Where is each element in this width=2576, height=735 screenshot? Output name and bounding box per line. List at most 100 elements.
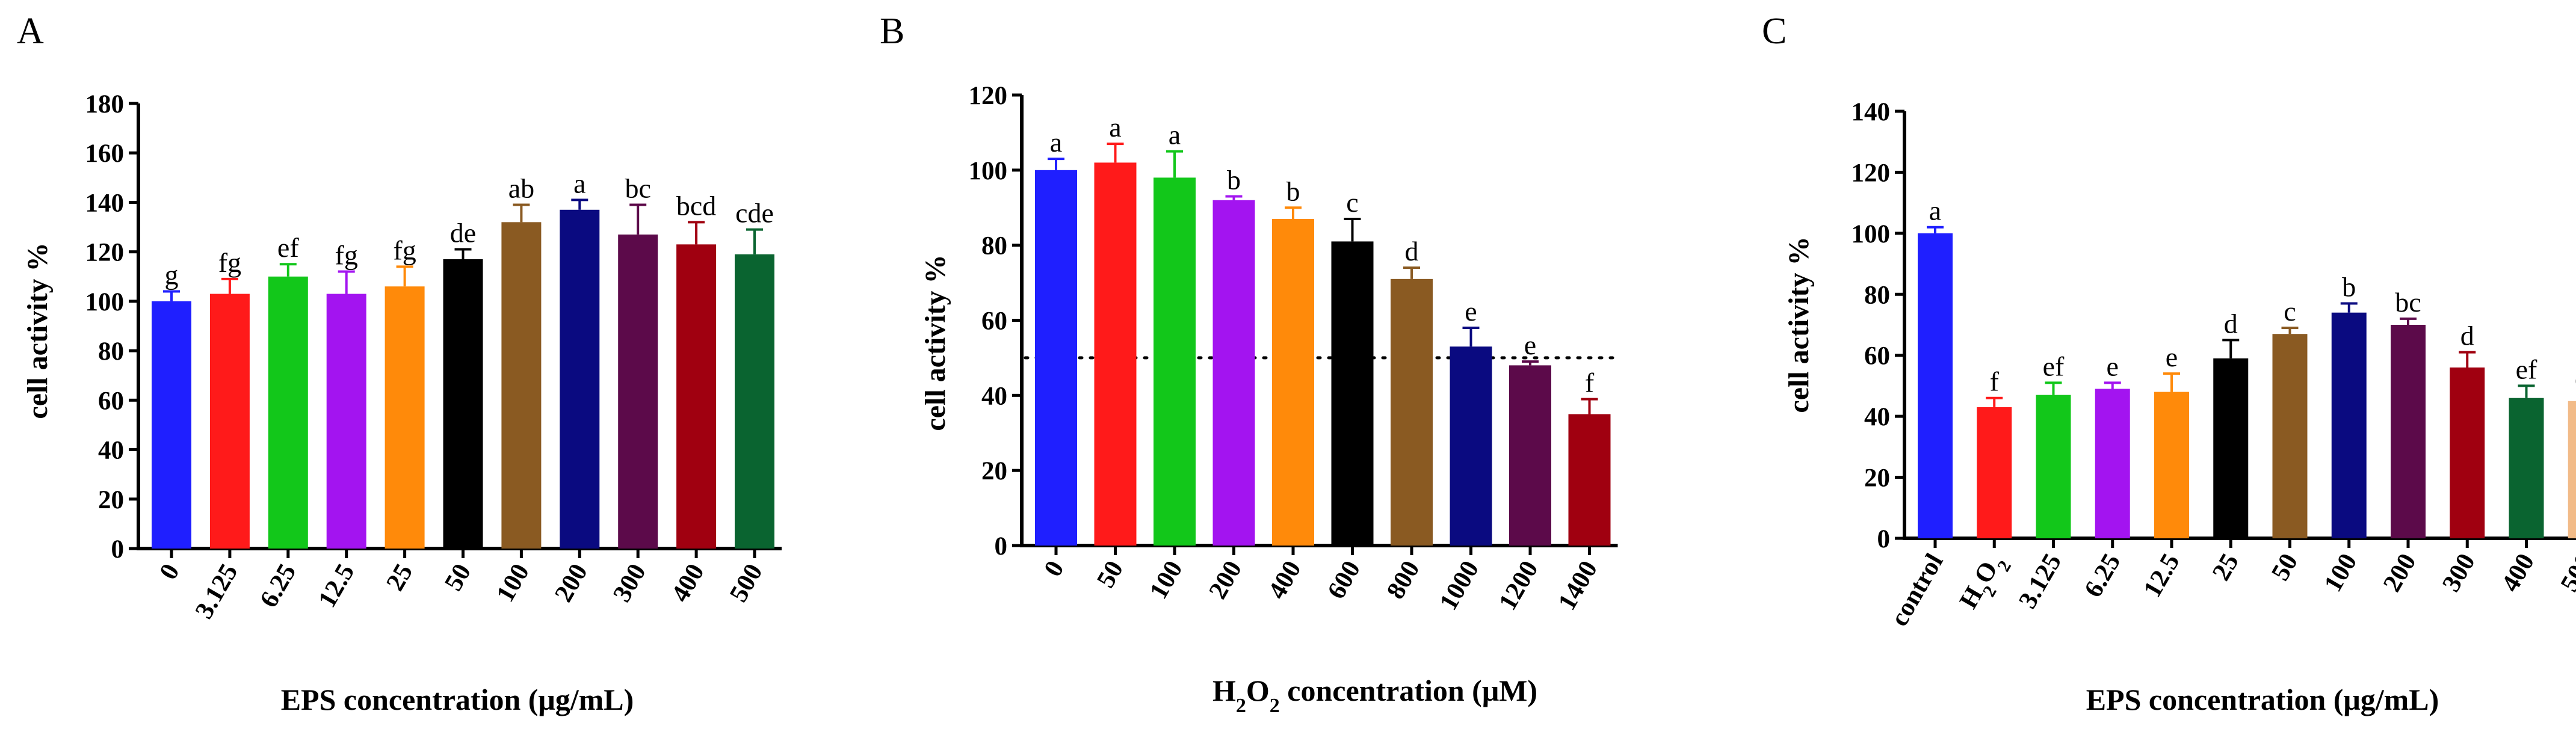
bar: [1918, 233, 1953, 538]
error-bar: [746, 228, 763, 254]
error-bar: [513, 203, 530, 223]
x-title-sub-2: 2: [1270, 695, 1280, 717]
y-tick-label: 80: [1864, 281, 1890, 309]
bar: [2036, 395, 2071, 538]
bar: [326, 294, 366, 549]
error-bar: [629, 203, 647, 235]
significance-label: a: [573, 168, 585, 198]
x-tick-label: 500: [724, 559, 768, 607]
bar: [2331, 312, 2367, 538]
y-tick-label: 40: [98, 437, 124, 465]
y-tick-label: 180: [85, 90, 125, 118]
error-bar: [2459, 351, 2476, 368]
significance-label: ab: [508, 173, 534, 204]
x-tick-label: 50: [439, 559, 477, 596]
bar: [618, 234, 658, 549]
significance-label: ef: [277, 232, 299, 263]
bar: [676, 244, 717, 549]
bar: [1154, 177, 1196, 546]
panel-c-y-axis-title: cell activity %: [1783, 236, 1815, 413]
bar: [385, 286, 425, 549]
panel-a-x-axis-title: EPS concentration (μg/mL): [281, 683, 634, 716]
bar: [1272, 218, 1314, 546]
x-tick-label: 50: [2266, 549, 2303, 586]
x-tick-label: 25: [2207, 549, 2244, 586]
x-tick-label: 600: [1322, 556, 1366, 604]
y-tick-label: 0: [111, 535, 125, 564]
bar: [2272, 334, 2308, 538]
y-tick-label: 60: [1864, 342, 1890, 371]
error-bar: [221, 277, 238, 294]
bar: [735, 254, 774, 549]
error-bar: [2340, 302, 2358, 313]
y-tick-label: 0: [1877, 525, 1891, 553]
x-tick-label: 300: [2437, 549, 2481, 597]
x-tick-label: 25: [381, 559, 418, 596]
y-tick-label: 140: [1852, 98, 1891, 126]
error-bar: [2222, 339, 2240, 358]
error-bar: [279, 263, 297, 277]
x-title-o: O: [1246, 674, 1270, 707]
significance-label: f: [1990, 366, 2000, 397]
y-tick-label: 100: [969, 157, 1008, 185]
significance-label: c: [2284, 296, 2296, 327]
error-bar: [1048, 158, 1064, 170]
panel-b: B cell activity % H2O2 concentration (μM…: [880, 11, 1619, 717]
error-bar: [1403, 266, 1420, 279]
significance-label: b: [2342, 272, 2356, 303]
significance-label: d: [2460, 321, 2474, 351]
panel-c: C cell activity % EPS concentration (μg/…: [1762, 11, 2576, 716]
error-bar: [1581, 398, 1598, 414]
panel-b-y-axis-title: cell activity %: [919, 254, 951, 431]
y-tick-label: 20: [981, 457, 1007, 485]
y-tick-label: 80: [98, 337, 124, 366]
significance-label: ef: [2575, 363, 2576, 394]
error-bar: [2518, 384, 2535, 398]
significance-label: f: [1585, 368, 1595, 398]
panel-c-plot-area: 0 20 40 60 80 100 120 140 a control f H2O2 ef 3.125 e 6…: [1852, 98, 2576, 631]
y-tick-label: 20: [98, 486, 124, 514]
x-tick-label: 1400: [1552, 556, 1603, 615]
error-bar: [1522, 360, 1539, 366]
bar: [1094, 162, 1137, 546]
panel-a: A cell activity % EPS concentration (μg/…: [17, 11, 782, 716]
bar: [2450, 368, 2485, 538]
x-tick-label: 1200: [1493, 556, 1544, 615]
y-tick-label: 120: [85, 239, 125, 267]
x-tick-label: 200: [549, 559, 593, 607]
error-bar: [338, 270, 355, 294]
significance-label: fg: [218, 247, 241, 278]
error-bar: [1986, 396, 2003, 407]
bar: [443, 259, 483, 549]
bar: [209, 294, 250, 549]
bar: [268, 276, 308, 549]
significance-label: bcd: [676, 190, 716, 221]
y-tick-label: 140: [85, 189, 125, 217]
x-tick-label: 400: [666, 559, 710, 607]
bar: [2095, 389, 2130, 538]
x-tick-label: 400: [1263, 556, 1307, 604]
x-tick-label: 800: [1382, 556, 1425, 604]
bar: [2213, 358, 2249, 538]
x-title-rest: concentration (μM): [1280, 674, 1537, 707]
x-tick-label: 300: [608, 559, 652, 607]
y-tick-label: 20: [1864, 464, 1890, 493]
significance-label: b: [1286, 176, 1300, 206]
error-bar: [2400, 317, 2417, 325]
panel-a-y-axis-title: cell activity %: [22, 242, 54, 419]
x-tick-label: 1000: [1434, 556, 1484, 615]
error-bar: [454, 248, 472, 259]
y-tick-label: 60: [98, 387, 124, 415]
y-tick-label: 160: [85, 140, 125, 168]
y-tick-label: 40: [981, 382, 1007, 410]
error-bar: [571, 198, 588, 210]
x-tick-label: 100: [491, 559, 535, 607]
error-bar: [2281, 327, 2299, 334]
error-bar: [163, 290, 180, 301]
x-tick-label: 12.5: [313, 559, 360, 613]
panel-b-x-axis-title: H2O2 concentration (μM): [1212, 674, 1537, 717]
panel-a-plot-area: 0 20 40 60 80 100 120 140 160 180 g 0 fg 3.125 ef 6.25 f…: [85, 90, 782, 624]
error-bar: [1927, 226, 1944, 233]
x-tick-label: 50: [1092, 556, 1129, 593]
y-tick-label: 120: [1852, 159, 1891, 187]
